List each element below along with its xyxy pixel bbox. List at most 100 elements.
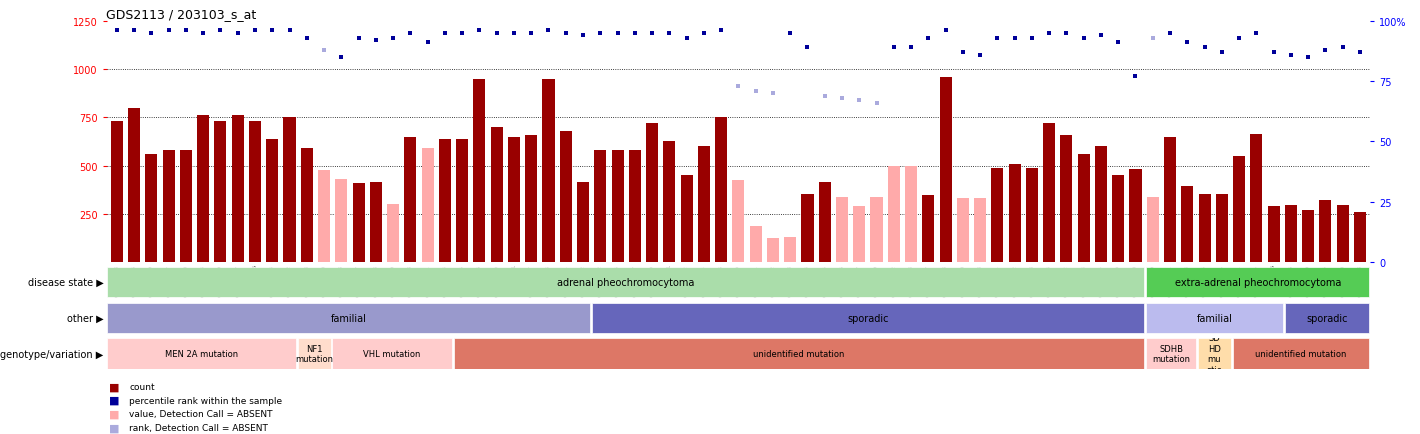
Text: SD
HD
mu
atio: SD HD mu atio (1207, 334, 1223, 374)
Point (657, 30, 680, 37)
Text: rank, Detection Call = ABSENT: rank, Detection Call = ABSENT (129, 424, 268, 432)
Bar (594, 151, 606, 263)
Bar (680, 176, 693, 263)
Bar (301, 149, 312, 263)
Bar (284, 118, 295, 263)
Point (122, 28, 145, 35)
Point (1210, 49, 1233, 56)
Point (1245, 30, 1268, 37)
Bar (1061, 135, 1072, 263)
Bar (1319, 201, 1332, 263)
Text: ■: ■ (109, 381, 119, 391)
Point (1176, 40, 1198, 47)
Bar (801, 194, 814, 263)
Point (778, 30, 801, 37)
Point (1089, 33, 1112, 39)
Bar (612, 151, 623, 263)
Point (329, 54, 352, 61)
Text: GDS2113 / 203103_s_at: GDS2113 / 203103_s_at (106, 7, 257, 20)
Bar (108, 267, 1145, 298)
Point (676, 35, 699, 42)
Text: adrenal pheochromocytoma: adrenal pheochromocytoma (557, 278, 694, 287)
Point (831, 95, 853, 102)
Point (814, 93, 836, 100)
Bar (1285, 206, 1296, 263)
Bar (266, 139, 278, 263)
Bar (767, 238, 780, 263)
Text: sporadic: sporadic (848, 313, 889, 323)
Text: disease state ▶: disease state ▶ (28, 278, 104, 287)
Bar (991, 168, 1004, 263)
Point (192, 30, 214, 37)
Bar (1025, 168, 1038, 263)
Point (399, 30, 422, 37)
Bar (248, 122, 261, 263)
Bar (1233, 157, 1245, 263)
Point (295, 35, 318, 42)
Bar (940, 78, 951, 263)
Bar (1129, 170, 1142, 263)
Point (486, 30, 508, 37)
Text: percentile rank within the sample: percentile rank within the sample (129, 396, 283, 404)
Point (416, 40, 439, 47)
Bar (1078, 155, 1089, 263)
Bar (646, 124, 657, 263)
Bar (298, 339, 331, 369)
Point (606, 30, 629, 37)
Point (985, 35, 1008, 42)
Point (951, 49, 974, 56)
Bar (388, 205, 399, 263)
Text: extra-adrenal pheochromocytoma: extra-adrenal pheochromocytoma (1174, 278, 1340, 287)
Point (158, 28, 180, 35)
Bar (888, 166, 900, 263)
Bar (145, 155, 158, 263)
Point (968, 52, 991, 59)
Point (554, 30, 577, 37)
Point (1021, 35, 1044, 42)
Point (175, 28, 197, 35)
Text: ■: ■ (109, 423, 119, 433)
Bar (957, 199, 968, 263)
Point (278, 28, 301, 35)
Point (1106, 40, 1129, 47)
Bar (1146, 339, 1196, 369)
Point (727, 83, 750, 90)
Point (1314, 47, 1336, 54)
Text: ■: ■ (109, 409, 119, 419)
Point (865, 100, 888, 107)
Point (1055, 30, 1078, 37)
Point (312, 47, 335, 54)
Point (1004, 35, 1027, 42)
Point (744, 88, 767, 95)
Point (503, 30, 525, 37)
Bar (1008, 164, 1021, 263)
Bar (439, 139, 452, 263)
Bar (819, 183, 831, 263)
Bar (1146, 303, 1282, 333)
Point (640, 30, 663, 37)
Bar (1216, 194, 1228, 263)
Bar (1302, 210, 1314, 263)
Bar (870, 197, 883, 263)
Point (365, 37, 388, 44)
Bar (853, 207, 865, 263)
Bar (542, 79, 555, 263)
Point (382, 35, 405, 42)
Bar (577, 183, 589, 263)
Bar (1285, 303, 1369, 333)
Bar (1164, 137, 1176, 263)
Bar (1336, 206, 1349, 263)
Text: genotype/variation ▶: genotype/variation ▶ (0, 349, 104, 358)
Text: familial: familial (1197, 313, 1233, 323)
Point (209, 28, 231, 35)
Point (1228, 35, 1251, 42)
Point (433, 30, 456, 37)
Bar (180, 151, 192, 263)
Bar (108, 303, 591, 333)
Point (1142, 35, 1164, 42)
Bar (1146, 267, 1369, 298)
Bar (1250, 135, 1262, 263)
Bar (629, 151, 640, 263)
Text: NF1
mutation: NF1 mutation (295, 344, 334, 363)
Point (797, 45, 819, 52)
